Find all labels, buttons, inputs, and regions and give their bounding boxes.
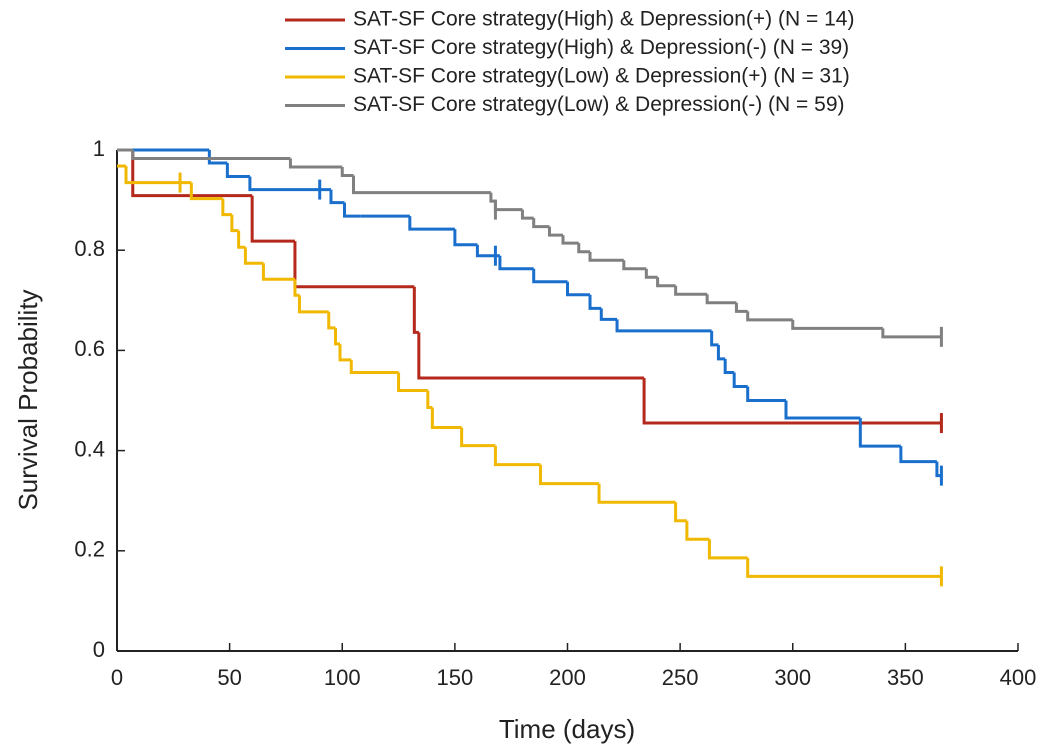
survival-step: [935, 461, 942, 478]
survival-step: [588, 294, 602, 310]
survival-step: [561, 235, 579, 245]
x-tick-label: 0: [111, 665, 123, 690]
survival-step: [343, 202, 361, 218]
x-tick-label: 250: [662, 665, 699, 690]
survival-step: [734, 302, 748, 313]
survival-step: [243, 247, 264, 265]
survival-step: [453, 229, 478, 247]
survival-step: [352, 175, 491, 195]
survival-step: [493, 201, 523, 212]
x-axis-label: Time (days): [499, 714, 635, 744]
survival-step: [538, 464, 600, 486]
survival-step: [131, 150, 291, 161]
y-tick-label: 0.2: [74, 537, 105, 562]
survival-step: [417, 332, 645, 380]
legend-label: SAT-SF Core strategy(High) & Depression(…: [353, 8, 854, 31]
survival-step: [248, 176, 331, 192]
survival-step: [723, 358, 735, 374]
survival-step: [498, 255, 534, 271]
survival-step: [349, 359, 399, 374]
survival-step: [340, 167, 354, 178]
survival-step: [189, 182, 223, 201]
survival-step: [881, 328, 942, 339]
x-tick-label: 400: [1000, 665, 1037, 690]
survival-step: [532, 268, 568, 284]
survival-step: [408, 216, 455, 231]
survival-step: [899, 446, 937, 464]
survival-step: [397, 372, 428, 392]
survival-step: [207, 150, 228, 165]
survival-step: [784, 400, 861, 420]
survival-step: [705, 294, 737, 305]
survival-step: [327, 311, 336, 330]
survival-step: [230, 214, 239, 233]
y-tick-label: 0: [93, 637, 105, 662]
survival-step: [221, 198, 232, 217]
survival-step: [547, 226, 563, 237]
survival-step: [656, 277, 676, 288]
survival-step: [430, 407, 462, 430]
survival-step: [685, 520, 710, 541]
survival-step: [460, 427, 496, 448]
survival-step: [333, 327, 340, 346]
survival-step: [124, 166, 192, 185]
survival-step: [250, 195, 295, 243]
survival-step: [412, 286, 419, 334]
survival-step: [297, 295, 329, 314]
survival-step: [329, 189, 345, 205]
survival-step: [338, 343, 352, 362]
x-tick-label: 50: [217, 665, 241, 690]
survival-step: [475, 244, 500, 258]
y-tick-label: 0.6: [74, 336, 105, 361]
x-tick-label: 200: [549, 665, 586, 690]
survival-step: [615, 319, 712, 333]
survival-step: [858, 418, 901, 448]
legend-label: SAT-SF Core strategy(High) & Depression(…: [353, 36, 849, 59]
survival-step: [707, 539, 748, 560]
survival-step: [597, 483, 676, 504]
survival-step: [493, 445, 541, 467]
survival-step: [746, 311, 793, 322]
survival-step: [588, 251, 624, 262]
x-tick-label: 150: [437, 665, 474, 690]
survival-step: [622, 260, 647, 271]
survival-step: [746, 386, 786, 402]
survival-step: [293, 241, 415, 289]
survival-step: [489, 192, 496, 203]
survival-step: [732, 372, 748, 388]
survival-step: [674, 285, 708, 296]
survival-step: [791, 319, 883, 330]
x-tick-label: 100: [324, 665, 361, 690]
survival-step: [566, 281, 591, 297]
survival-step: [131, 150, 253, 198]
survival-step: [710, 330, 719, 347]
survival-step: [293, 279, 300, 297]
survival-step: [642, 377, 942, 425]
survival-step: [599, 308, 618, 321]
survival-step: [426, 390, 433, 410]
survival-step: [288, 158, 343, 169]
y-tick-label: 0.4: [74, 436, 105, 461]
legend-label: SAT-SF Core strategy(Low) & Depression(-…: [353, 93, 845, 116]
survival-step: [261, 263, 295, 281]
y-axis-label: Survival Probability: [13, 289, 43, 510]
survival-step: [644, 268, 658, 279]
survival-step: [716, 344, 726, 361]
survival-step: [577, 243, 591, 254]
survival-step: [520, 209, 534, 220]
y-tick-label: 0.8: [74, 236, 105, 261]
survival-step: [532, 218, 550, 229]
survival-step: [237, 230, 246, 249]
survival-step: [225, 163, 250, 179]
x-tick-label: 300: [774, 665, 811, 690]
legend-label: SAT-SF Core strategy(Low) & Depression(+…: [353, 65, 850, 88]
y-tick-label: 1: [93, 136, 105, 161]
survival-step: [746, 557, 942, 578]
x-tick-label: 350: [887, 665, 924, 690]
survival-step: [674, 502, 687, 523]
